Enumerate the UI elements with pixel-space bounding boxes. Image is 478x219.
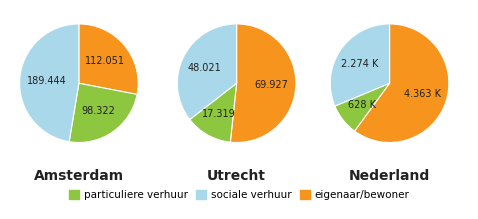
- Text: 189.444: 189.444: [26, 76, 66, 86]
- Legend: particuliere verhuur, sociale verhuur, eigenaar/bewoner: particuliere verhuur, sociale verhuur, e…: [69, 190, 409, 200]
- Text: 2.274 K: 2.274 K: [341, 58, 379, 69]
- Wedge shape: [190, 83, 237, 142]
- Wedge shape: [177, 24, 237, 120]
- Text: 4.363 K: 4.363 K: [404, 89, 441, 99]
- Wedge shape: [335, 83, 390, 131]
- Wedge shape: [20, 24, 79, 142]
- Wedge shape: [69, 83, 137, 143]
- Text: 48.021: 48.021: [188, 63, 221, 72]
- Wedge shape: [79, 24, 138, 94]
- Text: Nederland: Nederland: [349, 169, 430, 183]
- Wedge shape: [330, 24, 390, 106]
- Text: 628 K: 628 K: [348, 100, 376, 110]
- Wedge shape: [230, 24, 296, 143]
- Text: 112.051: 112.051: [86, 56, 125, 66]
- Text: Utrecht: Utrecht: [207, 169, 266, 183]
- Text: 17.319: 17.319: [202, 109, 236, 119]
- Text: Amsterdam: Amsterdam: [34, 169, 124, 183]
- Wedge shape: [355, 24, 449, 143]
- Text: 69.927: 69.927: [254, 80, 288, 90]
- Text: 98.322: 98.322: [82, 106, 116, 117]
